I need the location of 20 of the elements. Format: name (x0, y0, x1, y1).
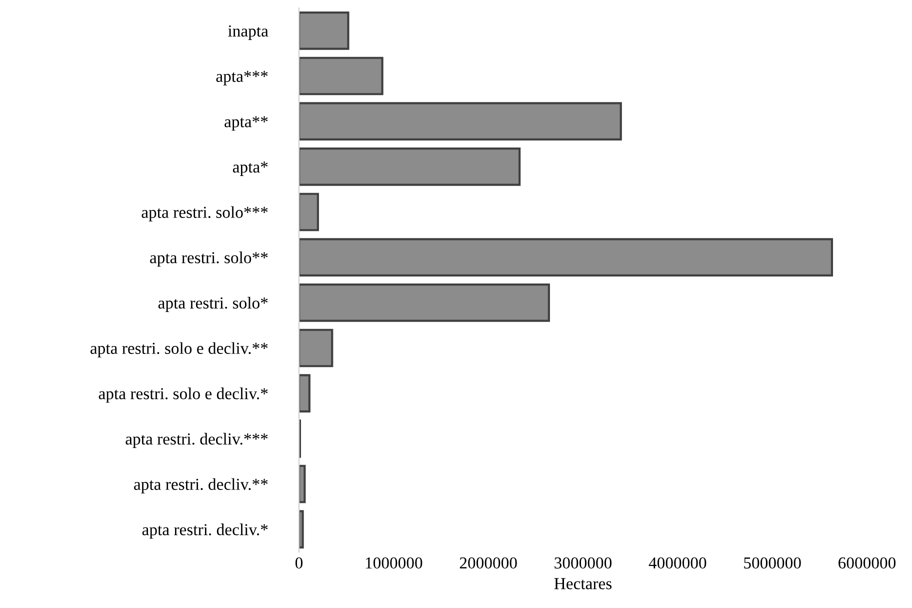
y-tick-label: apta*** (216, 70, 268, 86)
x-tick-label: 3000000 (554, 557, 612, 569)
x-tick-label: 2000000 (460, 557, 517, 569)
x-tick-label: 4000000 (648, 557, 706, 569)
y-tick-label: apta* (232, 162, 268, 176)
y-tick-label: apta restri. solo e decliv.* (98, 388, 268, 403)
y-tick-label: apta** (224, 116, 268, 131)
y-tick-label: apta restri. decliv.*** (126, 432, 268, 448)
y-tick-label: apta restri. solo e decliv.** (90, 342, 268, 358)
x-tick-label: 6000000 (838, 557, 896, 569)
y-tick-label: apta restri. solo** (150, 252, 268, 267)
x-tick-label: 5000000 (744, 557, 801, 569)
x-axis-title: Hectares (554, 578, 612, 590)
y-tick-label: inapta (228, 25, 268, 40)
y-tick-label: apta restri. decliv.** (134, 478, 268, 494)
y-tick-label: apta restri. solo* (158, 296, 268, 312)
x-tick-label: 1000000 (366, 557, 422, 569)
x-tick-label: 0 (295, 557, 303, 569)
y-tick-label: apta restri. solo*** (142, 206, 268, 222)
y-tick-label: apta restri. decliv.* (142, 524, 268, 539)
